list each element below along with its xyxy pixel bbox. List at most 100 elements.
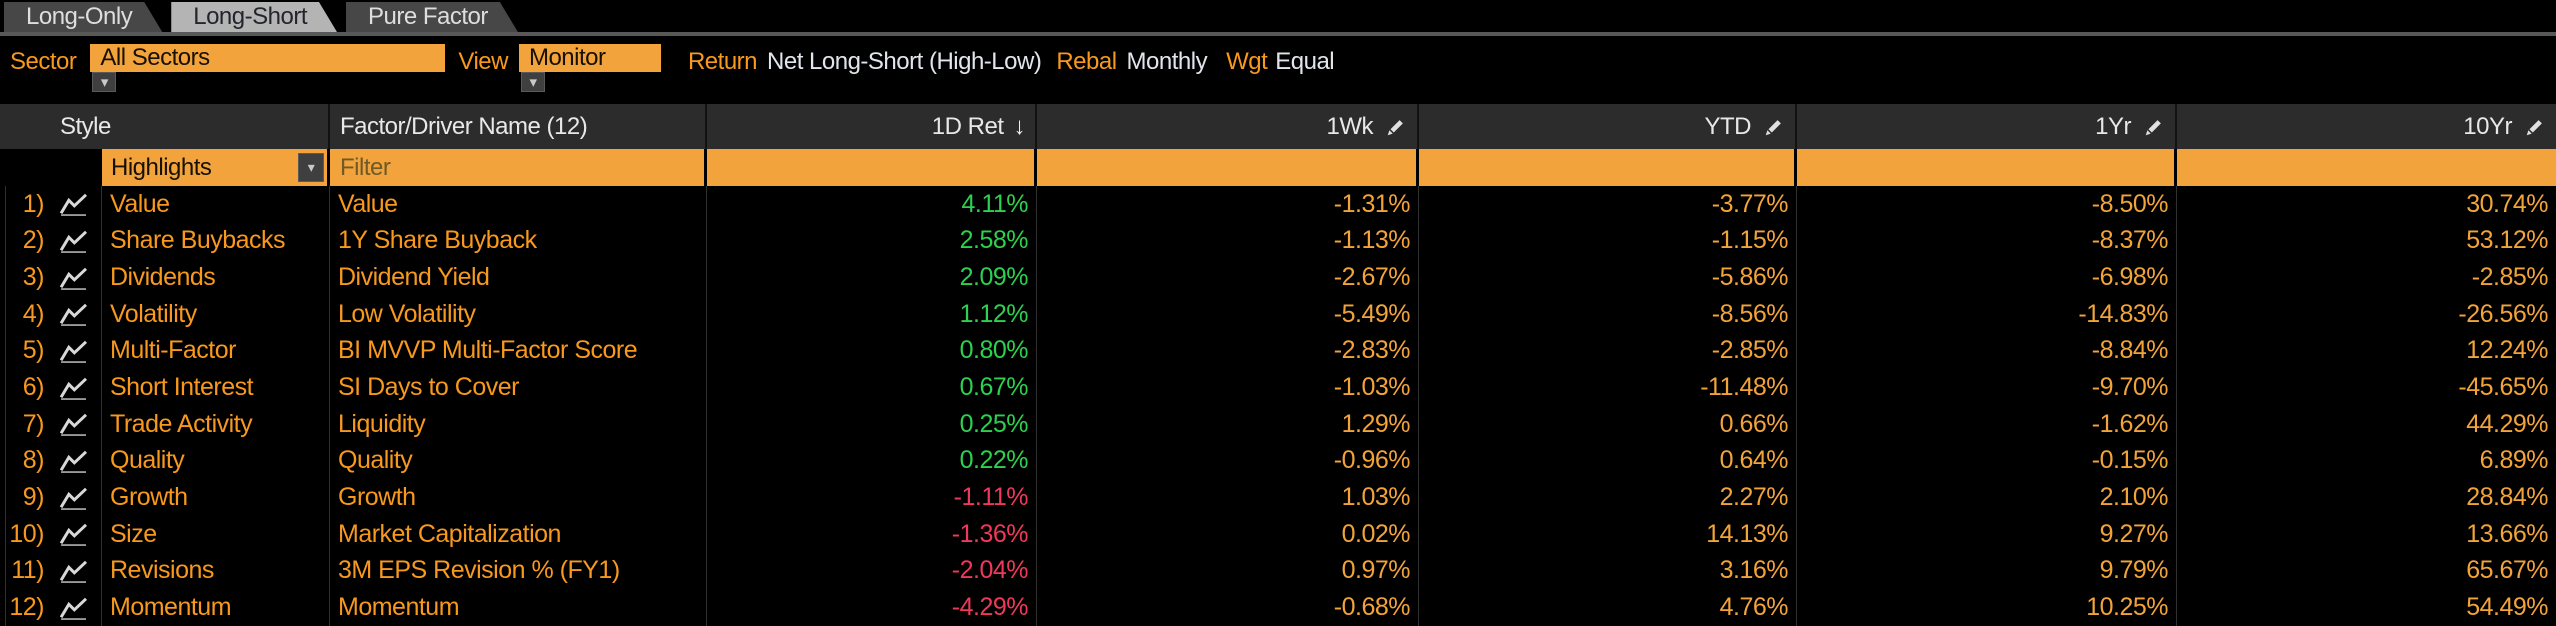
chart-icon-cell[interactable]	[46, 259, 102, 296]
column-header-style[interactable]: Style	[0, 104, 330, 149]
value-1yr: 9.79%	[1797, 552, 2177, 590]
chart-icon-cell[interactable]	[46, 479, 102, 516]
row-number: 6)	[22, 373, 45, 402]
factor-name-cell[interactable]: Momentum	[330, 589, 707, 626]
value-1yr: 10.25%	[1797, 589, 2177, 626]
line-chart-icon[interactable]	[59, 229, 89, 253]
filter-input[interactable]	[330, 149, 704, 186]
line-chart-icon[interactable]	[59, 192, 89, 217]
chart-icon-cell[interactable]	[46, 589, 102, 626]
view-dropdown[interactable]: Monitor ▾	[518, 44, 661, 92]
value-ytd: -11.48%	[1419, 369, 1797, 406]
factor-name-cell[interactable]: BI MVVP Multi-Factor Score	[330, 332, 707, 370]
column-header-1wk[interactable]: 1Wk	[1037, 104, 1419, 149]
table-row[interactable]: 9) Growth Growth -1.11% 1.03% 2.27% 2.10…	[0, 479, 2556, 516]
table-row[interactable]: 11) Revisions 3M EPS Revision % (FY1) -2…	[0, 552, 2556, 590]
value-1yr: -8.37%	[1797, 222, 2177, 260]
table-row[interactable]: 10) Size Market Capitalization -1.36% 0.…	[0, 515, 2556, 553]
chevron-down-icon[interactable]: ▾	[92, 72, 117, 92]
line-chart-icon[interactable]	[59, 559, 89, 583]
line-chart-icon[interactable]	[59, 522, 89, 547]
style-cell[interactable]: Revisions	[102, 552, 330, 590]
chart-icon-cell[interactable]	[46, 552, 102, 590]
style-cell[interactable]: Size	[102, 515, 330, 553]
column-header-ytd[interactable]: YTD	[1419, 104, 1797, 149]
style-cell[interactable]: Short Interest	[102, 369, 330, 406]
tab-pure-factor[interactable]: Pure Factor	[346, 2, 518, 32]
factor-name-cell[interactable]: Liquidity	[330, 405, 707, 443]
table-row[interactable]: 4) Volatility Low Volatility 1.12% -5.49…	[0, 295, 2556, 333]
table-row[interactable]: 3) Dividends Dividend Yield 2.09% -2.67%…	[0, 259, 2556, 296]
chart-icon-cell[interactable]	[46, 332, 102, 370]
sector-dropdown[interactable]: All Sectors ▾	[90, 44, 446, 92]
chart-icon-cell[interactable]	[46, 442, 102, 480]
row-number: 1)	[22, 189, 45, 218]
table-row[interactable]: 5) Multi-Factor BI MVVP Multi-Factor Sco…	[0, 332, 2556, 370]
value-1yr: -9.70%	[1797, 369, 2177, 406]
factor-name-cell[interactable]: 1Y Share Buyback	[330, 222, 707, 260]
wgt-value[interactable]: Equal	[1275, 48, 1335, 75]
factor-name-cell[interactable]: SI Days to Cover	[330, 369, 707, 406]
rebal-value[interactable]: Monthly	[1126, 48, 1208, 75]
value-1d-ret: 0.25%	[707, 405, 1037, 443]
column-header-1d-ret[interactable]: 1D Ret ↓	[707, 104, 1037, 149]
value-1yr: -6.98%	[1797, 259, 2177, 296]
factor-name-cell[interactable]: Market Capitalization	[330, 515, 707, 553]
pencil-edit-icon[interactable]	[2143, 116, 2165, 138]
factor-name-cell[interactable]: Dividend Yield	[330, 259, 707, 296]
style-cell[interactable]: Quality	[102, 442, 330, 480]
line-chart-icon[interactable]	[59, 412, 89, 437]
table-row[interactable]: 2) Share Buybacks 1Y Share Buyback 2.58%…	[0, 222, 2556, 260]
table-row[interactable]: 8) Quality Quality 0.22% -0.96% 0.64% -0…	[0, 442, 2556, 480]
column-header-factor-name[interactable]: Factor/Driver Name (12)	[330, 104, 707, 149]
chevron-down-icon[interactable]: ▾	[298, 153, 324, 182]
pencil-edit-icon[interactable]	[1385, 116, 1407, 138]
value-1d-ret: 0.67%	[707, 369, 1037, 406]
highlights-dropdown[interactable]: Highlights ▾	[102, 149, 330, 186]
table-row[interactable]: 7) Trade Activity Liquidity 0.25% 1.29% …	[0, 405, 2556, 443]
style-cell[interactable]: Value	[102, 186, 330, 223]
pencil-edit-icon[interactable]	[1763, 116, 1785, 138]
value-1wk: 1.03%	[1037, 479, 1419, 516]
table-row[interactable]: 1) Value Value 4.11% -1.31% -3.77% -8.50…	[0, 186, 2556, 223]
line-chart-icon[interactable]	[59, 449, 89, 473]
style-cell[interactable]: Momentum	[102, 589, 330, 626]
sort-descending-icon[interactable]: ↓	[1013, 112, 1026, 140]
style-cell[interactable]: Volatility	[102, 295, 330, 333]
line-chart-icon[interactable]	[59, 596, 89, 620]
factor-name-cell[interactable]: 3M EPS Revision % (FY1)	[330, 552, 707, 590]
chart-icon-cell[interactable]	[46, 405, 102, 443]
factor-name-cell[interactable]: Quality	[330, 442, 707, 480]
table-row[interactable]: 6) Short Interest SI Days to Cover 0.67%…	[0, 369, 2556, 406]
line-chart-icon[interactable]	[59, 302, 89, 327]
factor-name-cell[interactable]: Low Volatility	[330, 295, 707, 333]
chevron-down-icon[interactable]: ▾	[520, 72, 545, 92]
chart-icon-cell[interactable]	[46, 186, 102, 223]
table-row[interactable]: 12) Momentum Momentum -4.29% -0.68% 4.76…	[0, 589, 2556, 626]
factor-name-cell[interactable]: Value	[330, 186, 707, 223]
pencil-edit-icon[interactable]	[2524, 116, 2546, 138]
style-cell[interactable]: Trade Activity	[102, 405, 330, 443]
style-cell[interactable]: Growth	[102, 479, 330, 516]
line-chart-icon[interactable]	[59, 266, 89, 290]
chart-icon-cell[interactable]	[46, 222, 102, 260]
chart-icon-cell[interactable]	[46, 369, 102, 406]
line-chart-icon[interactable]	[59, 339, 89, 363]
factor-name-cell[interactable]: Growth	[330, 479, 707, 516]
line-chart-icon[interactable]	[59, 376, 89, 400]
sector-dropdown-value: All Sectors	[90, 44, 446, 72]
style-cell[interactable]: Dividends	[102, 259, 330, 296]
chart-icon-cell[interactable]	[46, 515, 102, 553]
value-ytd: -1.15%	[1419, 222, 1797, 260]
value-1d-ret: 4.11%	[707, 186, 1037, 223]
return-value[interactable]: Net Long-Short (High-Low)	[767, 48, 1042, 75]
style-cell[interactable]: Multi-Factor	[102, 332, 330, 370]
tab-long-only[interactable]: Long-Only	[4, 2, 162, 32]
chart-icon-cell[interactable]	[46, 295, 102, 333]
line-chart-icon[interactable]	[59, 486, 89, 510]
style-cell[interactable]: Share Buybacks	[102, 222, 330, 260]
toolbar: Sector All Sectors ▾ View Monitor ▾ Retu…	[0, 36, 2556, 92]
column-header-10yr[interactable]: 10Yr	[2177, 104, 2556, 149]
tab-long-short[interactable]: Long-Short	[171, 2, 337, 32]
column-header-1yr[interactable]: 1Yr	[1797, 104, 2177, 149]
